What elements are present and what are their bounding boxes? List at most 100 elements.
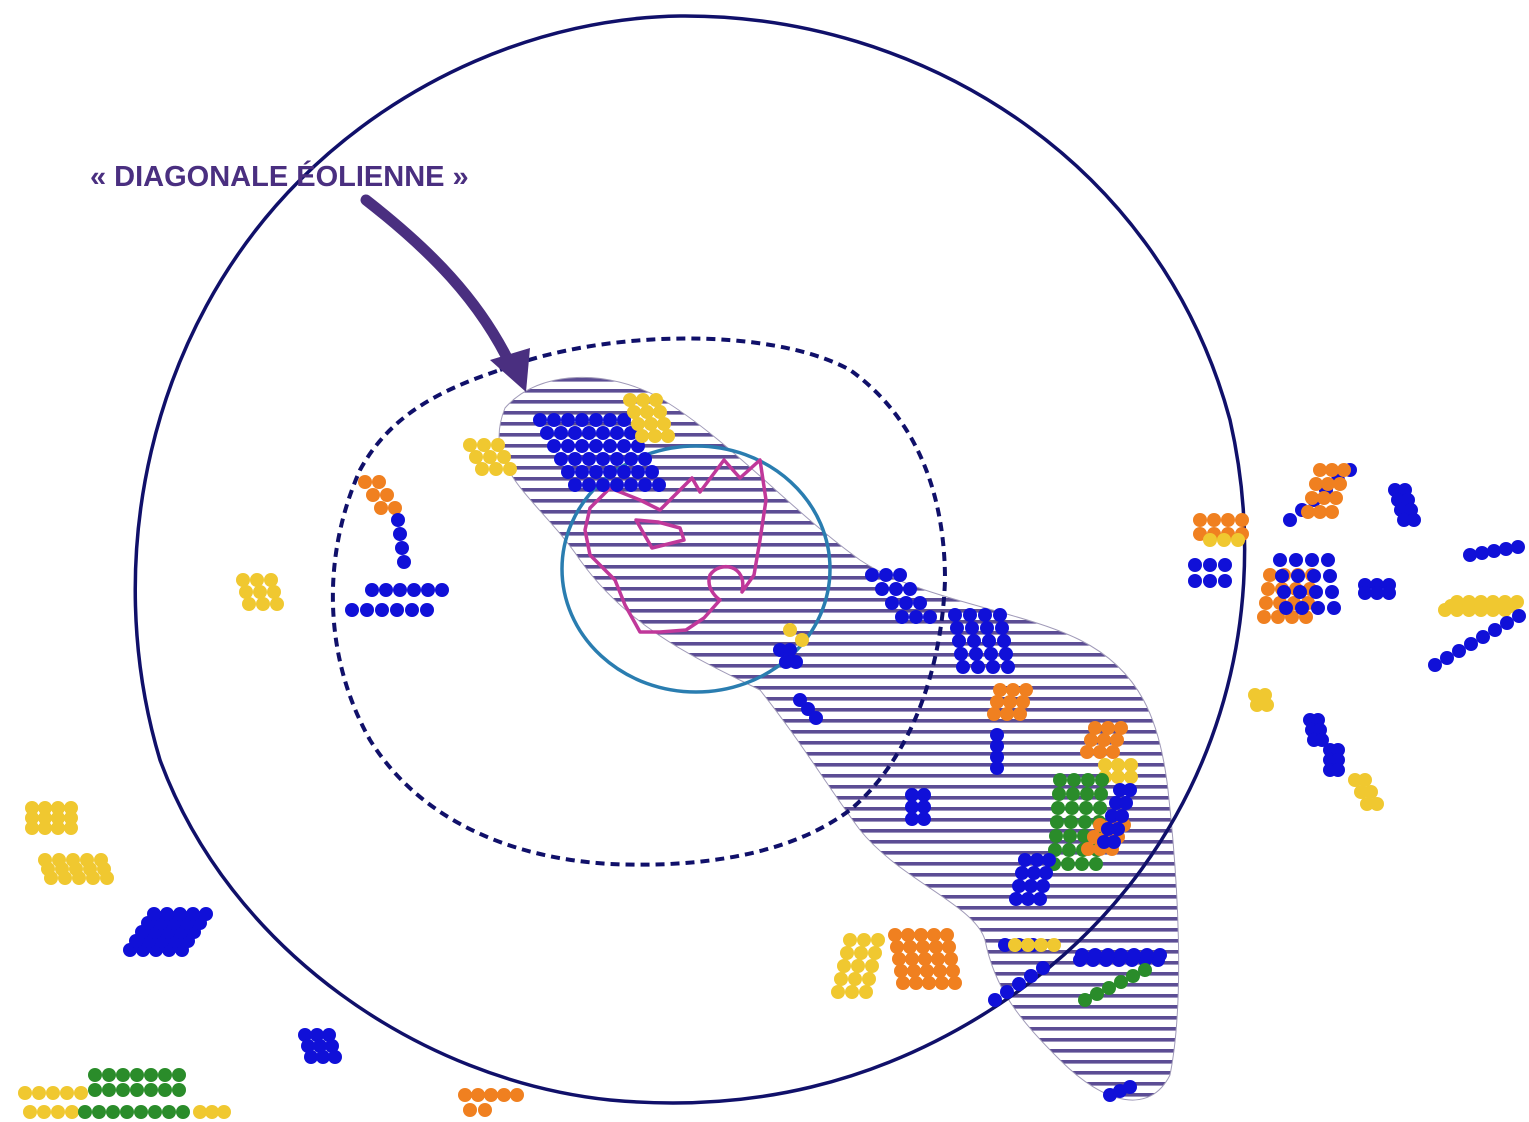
turbine-dot (905, 800, 919, 814)
turbine-dot (903, 940, 917, 954)
turbine-dot (1331, 743, 1345, 757)
turbine-dot (990, 750, 1004, 764)
turbine-dot (1203, 558, 1217, 572)
turbine-dot (547, 439, 561, 453)
turbine-dot (617, 465, 631, 479)
turbine-dot (1115, 809, 1129, 823)
turbine-dot (380, 488, 394, 502)
turbine-dot (162, 1105, 176, 1119)
turbine-dot (575, 413, 589, 427)
turbine-dot (144, 1068, 158, 1082)
turbine-dot (993, 683, 1007, 697)
turbine-dot (1036, 961, 1050, 975)
turbine-dot (1111, 770, 1125, 784)
turbine-dot (913, 596, 927, 610)
turbine-dot (205, 1105, 219, 1119)
turbine-dot (1293, 585, 1307, 599)
turbine-dot (72, 871, 86, 885)
turbine-dot (1012, 879, 1026, 893)
turbine-dot (242, 597, 256, 611)
turbine-dot (990, 695, 1004, 709)
turbine-dot (909, 610, 923, 624)
turbine-dot (1093, 745, 1107, 759)
turbine-dot (1462, 595, 1476, 609)
turbine-dot (1105, 809, 1119, 823)
turbine-dot (1098, 758, 1112, 772)
turbine-dot (130, 1083, 144, 1097)
turbine-dot (74, 1086, 88, 1100)
turbine-dot (929, 940, 943, 954)
turbine-dot (1110, 733, 1124, 747)
turbine-dot (868, 946, 882, 960)
turbine-dot (1081, 842, 1095, 856)
turbine-dot (51, 811, 65, 825)
turbine-dot (510, 1088, 524, 1102)
turbine-dot (596, 452, 610, 466)
turbine-dot (1463, 548, 1477, 562)
turbine-dot (391, 513, 405, 527)
turbine-dot (793, 693, 807, 707)
turbine-dot (1295, 601, 1309, 615)
turbine-dot (935, 976, 949, 990)
turbine-dot (596, 478, 610, 492)
turbine-dot (1488, 623, 1502, 637)
turbine-dot (990, 761, 1004, 775)
turbine-dot (1218, 574, 1232, 588)
turbine-dot (540, 426, 554, 440)
turbine-dot (859, 985, 873, 999)
turbine-dot (1019, 683, 1033, 697)
turbine-dot (1327, 601, 1341, 615)
turbine-dot (1271, 610, 1285, 624)
turbine-dot (575, 465, 589, 479)
turbine-dot (1119, 796, 1133, 810)
turbine-clusters (18, 393, 1526, 1119)
turbine-dot (837, 959, 851, 973)
turbine-dot (475, 462, 489, 476)
turbine-dot (1499, 542, 1513, 556)
turbine-dot (623, 393, 637, 407)
turbine-dot (102, 1083, 116, 1097)
turbine-dot (328, 1050, 342, 1064)
turbine-dot (920, 964, 934, 978)
turbine-dot (942, 940, 956, 954)
turbine-dot (638, 478, 652, 492)
turbine-dot (933, 964, 947, 978)
turbine-dot (1127, 948, 1141, 962)
turbine-dot (1034, 938, 1048, 952)
turbine-dot (1089, 857, 1103, 871)
turbine-dot (1006, 683, 1020, 697)
dashed-distance-ring (330, 336, 948, 867)
turbine-dot (1207, 513, 1221, 527)
turbine-dot (148, 1105, 162, 1119)
turbine-dot (907, 964, 921, 978)
turbine-dot (304, 1050, 318, 1064)
turbine-dot (1452, 644, 1466, 658)
turbine-dot (965, 621, 979, 635)
turbine-dot (1250, 698, 1264, 712)
turbine-dot (503, 462, 517, 476)
turbine-dot (264, 573, 278, 587)
turbine-dot (603, 439, 617, 453)
turbine-dot (648, 429, 662, 443)
turbine-dot (239, 585, 253, 599)
turbine-dot (1500, 616, 1514, 630)
turbine-dot (1364, 785, 1378, 799)
turbine-dot (270, 597, 284, 611)
turbine-dot (1003, 695, 1017, 709)
turbine-dot (596, 426, 610, 440)
turbine-dot (1124, 758, 1138, 772)
turbine-dot (1348, 773, 1362, 787)
turbine-dot (905, 952, 919, 966)
turbine-dot (1008, 938, 1022, 952)
turbine-dot (568, 426, 582, 440)
turbine-dot (1464, 637, 1478, 651)
turbine-dot (1109, 796, 1123, 810)
turbine-dot (1050, 815, 1064, 829)
turbine-dot (256, 597, 270, 611)
turbine-dot (88, 1068, 102, 1082)
turbine-dot (1311, 601, 1325, 615)
turbine-dot (60, 1086, 74, 1100)
turbine-dot (931, 952, 945, 966)
turbine-dot (25, 811, 39, 825)
